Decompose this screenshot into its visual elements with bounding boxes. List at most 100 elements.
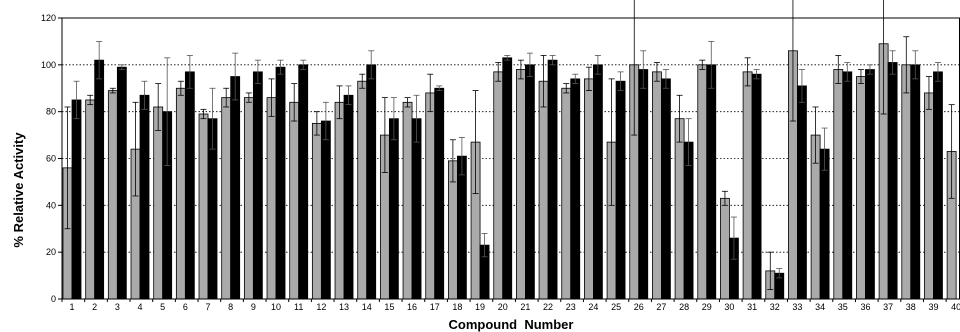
bar-s2-31 [751,73,762,300]
bar-s2-15 [388,118,399,300]
bar-s1-35 [833,69,844,300]
x-tick-label-9: 9 [251,302,256,312]
bar-s1-31 [742,71,753,300]
x-tick-label-27: 27 [656,302,666,312]
y-tick-label-40: 40 [46,200,56,210]
bar-s1-23 [561,87,572,300]
y-tick-label-0: 0 [51,294,56,304]
x-tick-label-25: 25 [611,302,621,312]
bar-s1-30 [720,197,730,300]
x-tick-label-24: 24 [588,302,598,312]
bar-s2-38 [910,64,921,300]
x-tick-label-35: 35 [838,302,848,312]
bar-s1-21 [516,69,526,300]
x-tick-label-40: 40 [951,302,960,312]
x-tick-label-8: 8 [228,302,233,312]
bar-s2-36 [865,69,875,300]
x-tick-label-38: 38 [906,302,916,312]
bar-s1-14 [357,80,368,300]
bar-s1-12 [311,122,322,300]
bar-s2-37 [887,62,898,300]
bar-s2-24 [593,64,603,300]
x-tick-label-20: 20 [498,302,508,312]
x-tick-label-11: 11 [294,302,303,312]
bar-s2-3 [116,66,127,300]
x-tick-label-16: 16 [407,302,417,312]
x-tick-label-28: 28 [679,302,689,312]
x-tick-label-29: 29 [702,302,712,312]
y-tick-label-100: 100 [41,60,56,70]
bar-s1-6 [175,87,186,300]
x-tick-label-18: 18 [452,302,462,312]
x-tick-label-37: 37 [883,302,893,312]
bar-s1-5 [153,106,164,300]
x-tick-label-1: 1 [69,302,74,312]
x-tick-label-6: 6 [183,302,188,312]
x-tick-label-7: 7 [206,302,211,312]
x-tick-label-36: 36 [860,302,870,312]
bar-s2-18 [456,155,467,300]
bar-s2-4 [139,94,150,300]
y-tick-label-60: 60 [46,154,56,164]
bar-s1-39 [924,92,934,300]
x-tick-label-4: 4 [138,302,143,312]
bar-s1-28 [674,118,685,300]
bar-s1-9 [243,97,254,300]
x-tick-label-5: 5 [160,302,165,312]
y-axis-title: % Relative Activity [11,132,26,248]
x-tick-label-14: 14 [362,302,372,312]
bar-s1-3 [107,90,118,300]
bar-s1-29 [697,64,708,300]
bar-s2-22 [547,59,558,300]
x-tick-label-26: 26 [634,302,644,312]
bar-s2-25 [615,80,626,300]
x-tick-label-13: 13 [339,302,349,312]
bar-s1-10 [266,97,277,300]
bar-s1-22 [538,80,549,300]
x-tick-label-32: 32 [770,302,780,312]
bar-s2-1 [71,99,82,300]
x-tick-label-21: 21 [520,302,530,312]
y-tick-label-20: 20 [46,247,56,257]
bar-s2-39 [933,71,943,300]
bar-s2-20 [502,57,513,300]
x-tick-label-10: 10 [271,302,281,312]
x-tick-label-19: 19 [475,302,485,312]
bar-s2-29 [706,64,717,300]
bar-s1-2 [85,99,96,300]
bar-s2-14 [366,64,377,300]
bar-s1-36 [856,76,866,300]
x-tick-label-17: 17 [430,302,440,312]
bar-s2-10 [275,66,286,300]
bar-s1-11 [289,101,300,300]
y-tick-label-80: 80 [46,107,56,117]
bar-s2-33 [797,85,807,300]
bar-s2-13 [343,94,354,300]
bar-s1-38 [901,64,912,300]
bar-s2-12 [320,120,331,300]
bar-s2-6 [184,71,195,300]
bar-s2-34 [819,148,830,300]
x-tick-label-22: 22 [543,302,553,312]
bar-s2-2 [94,59,105,300]
x-tick-label-23: 23 [566,302,576,312]
x-tick-label-15: 15 [384,302,394,312]
x-tick-label-34: 34 [815,302,825,312]
bar-s1-7 [198,113,209,300]
bar-s1-13 [334,101,345,300]
bar-s1-17 [425,92,436,300]
bar-s1-8 [221,97,232,300]
x-tick-label-30: 30 [724,302,734,312]
x-axis-title: Compound Number [449,317,574,332]
bar-s2-8 [230,76,241,300]
x-tick-label-39: 39 [928,302,938,312]
bar-s2-23 [570,78,581,300]
bar-s2-35 [842,71,853,300]
x-tick-label-31: 31 [747,302,757,312]
bar-s2-11 [298,64,309,300]
bar-s2-21 [525,64,535,300]
bar-s1-16 [402,101,413,300]
bar-s2-16 [411,118,422,300]
